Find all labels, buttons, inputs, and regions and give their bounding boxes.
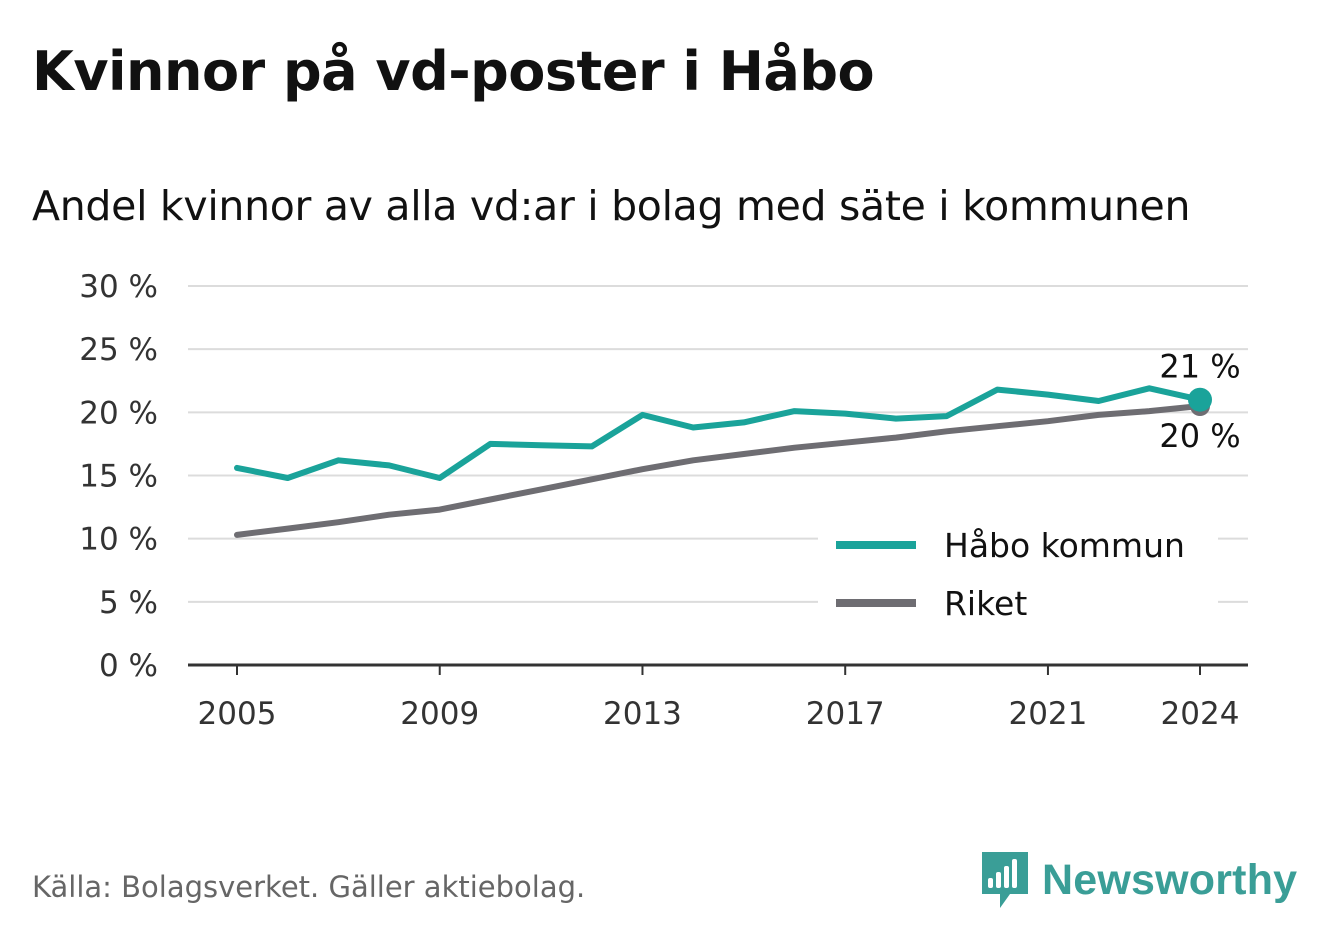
x-tick-label-2009: 2009	[400, 696, 479, 732]
y-tick-label-5: 5 %	[99, 585, 158, 621]
y-tick-label-20: 20 %	[79, 395, 158, 431]
end-labels: 21 % 20 %	[1159, 348, 1240, 455]
series-line-1	[234, 403, 1203, 538]
source-note: Källa: Bolagsverket. Gäller aktiebolag.	[32, 870, 586, 904]
legend-label-0: Håbo kommun	[944, 526, 1185, 565]
brand-name: Newsworthy	[1042, 855, 1298, 904]
x-tick-label-2017: 2017	[806, 696, 885, 732]
legend: Håbo kommun Riket	[818, 515, 1218, 633]
line-chart: 0 %5 %10 %15 %20 %25 %30 % 2005 2009 2013 2…	[79, 269, 1248, 732]
gridlines	[188, 285, 1248, 603]
x-tick-label-2024: 2024	[1161, 696, 1240, 732]
y-tick-label-25: 25 %	[79, 332, 158, 368]
x-tick-label-2005: 2005	[198, 696, 277, 732]
x-tick-label-2013: 2013	[603, 696, 682, 732]
series-line-0	[234, 385, 1203, 481]
legend-label-1: Riket	[944, 584, 1027, 623]
legend-background	[818, 515, 1218, 633]
series-end-point-0	[1188, 387, 1212, 412]
chart-title: Kvinnor på vd-poster i Håbo	[32, 40, 875, 103]
y-tick-label-10: 10 %	[79, 522, 158, 558]
y-axis-labels: 0 % 5 % 10 % 15 % 20 % 25 % 30 %	[79, 269, 158, 684]
series-lines	[234, 385, 1212, 538]
chart-subtitle: Andel kvinnor av alla vd:ar i bolag med …	[32, 182, 1191, 230]
x-axis: 2005 2009 2013 2017 2021 2024	[188, 663, 1248, 732]
y-tick-label-15: 15 %	[79, 459, 158, 495]
end-label-habo: 21 %	[1159, 348, 1240, 386]
y-tick-label-30: 30 %	[79, 269, 158, 305]
brand-logo: Newsworthy	[980, 850, 1297, 910]
end-label-riket: 20 %	[1159, 417, 1240, 455]
y-tick-label-0: 0 %	[99, 648, 158, 684]
newsworthy-logo-icon	[982, 852, 1028, 908]
x-tick-label-2021: 2021	[1008, 696, 1087, 732]
